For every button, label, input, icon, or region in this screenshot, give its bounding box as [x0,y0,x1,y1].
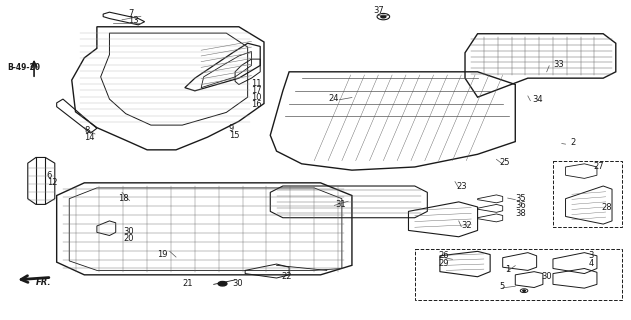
Text: 34: 34 [532,95,543,104]
Text: B-49-20: B-49-20 [8,63,40,72]
Text: 30: 30 [233,279,243,288]
Text: 16: 16 [251,100,262,109]
Text: 10: 10 [251,93,262,102]
Text: 31: 31 [336,200,346,209]
Text: 19: 19 [157,250,168,259]
Text: 27: 27 [593,162,604,171]
Text: 24: 24 [328,94,339,103]
Text: 11: 11 [251,79,262,88]
Text: 28: 28 [601,203,612,212]
Text: FR.: FR. [36,278,52,287]
Text: 15: 15 [229,131,239,140]
Text: 30: 30 [123,227,134,236]
Text: 35: 35 [516,194,526,203]
Text: 22: 22 [281,272,292,281]
Text: 29: 29 [438,259,449,268]
Text: 26: 26 [438,251,449,260]
Text: 37: 37 [374,6,384,15]
Text: 13: 13 [128,16,139,25]
Text: 1: 1 [505,265,510,274]
Text: 32: 32 [461,220,472,229]
Text: 8: 8 [85,126,90,135]
Text: 2: 2 [570,138,575,147]
Text: 33: 33 [553,60,563,69]
Text: 4: 4 [589,259,594,268]
Text: 20: 20 [123,234,134,243]
Text: 3: 3 [589,251,594,260]
Text: 5: 5 [499,282,504,291]
Text: 30: 30 [541,272,552,281]
Text: 18: 18 [117,194,128,203]
Text: 12: 12 [47,178,57,187]
Circle shape [381,15,386,18]
Text: 21: 21 [182,279,193,288]
Circle shape [218,282,227,286]
Text: 7: 7 [128,9,134,18]
Text: 14: 14 [85,133,95,142]
Text: 6: 6 [47,172,52,180]
Text: 36: 36 [516,202,526,211]
Text: 9: 9 [229,124,234,133]
Text: 38: 38 [516,209,526,219]
Text: 17: 17 [251,86,262,95]
Text: 25: 25 [500,158,510,167]
Text: 23: 23 [457,181,468,190]
Circle shape [523,290,526,291]
